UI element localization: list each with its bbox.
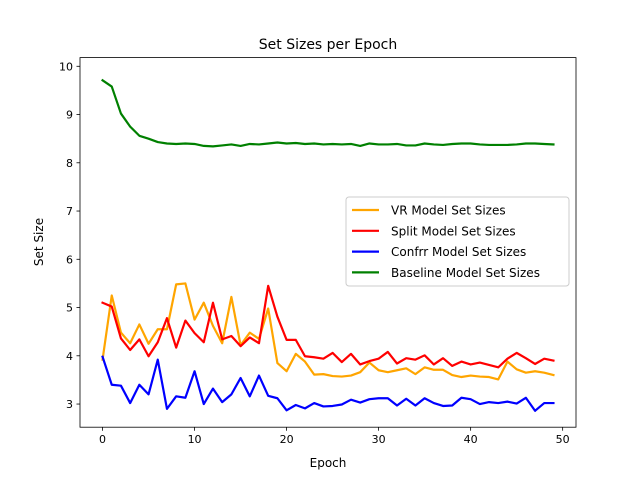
y-tick-label: 4 bbox=[66, 350, 73, 363]
legend-box bbox=[345, 196, 570, 287]
series-line-1 bbox=[101, 282, 555, 381]
x-tick-label: 10 bbox=[188, 433, 202, 446]
legend-label: Confrr Model Set Sizes bbox=[391, 245, 526, 259]
chart-title: Set Sizes per Epoch bbox=[259, 37, 398, 53]
axes-frame bbox=[79, 57, 577, 428]
x-axis-label: Epoch bbox=[310, 456, 347, 470]
y-axis-ticks: 3 4 5 6 7 8 9 10 bbox=[59, 60, 80, 411]
y-tick-label: 8 bbox=[66, 157, 73, 170]
x-tick-label: 50 bbox=[556, 433, 570, 446]
legend-label: VR Model Set Sizes bbox=[391, 204, 506, 218]
x-tick-label: 40 bbox=[464, 433, 478, 446]
y-tick-label: 5 bbox=[66, 302, 73, 315]
y-tick-label: 10 bbox=[59, 60, 73, 73]
legend-label: Split Model Set Sizes bbox=[391, 224, 516, 238]
series-layer bbox=[101, 78, 555, 412]
legend: VR Model Set Sizes Split Model Set Sizes C… bbox=[345, 196, 570, 287]
y-tick-label: 6 bbox=[66, 253, 73, 266]
series-line-3 bbox=[101, 355, 555, 412]
x-tick-label: 0 bbox=[99, 433, 106, 446]
y-tick-label: 3 bbox=[66, 398, 73, 411]
y-tick-label: 9 bbox=[66, 109, 73, 122]
legend-label: Baseline Model Set Sizes bbox=[391, 266, 540, 280]
series-line-4 bbox=[101, 78, 555, 148]
y-axis-label: Set Size bbox=[32, 218, 46, 266]
x-axis-ticks: 0 10 20 30 40 50 bbox=[99, 427, 570, 446]
x-tick-label: 30 bbox=[372, 433, 386, 446]
x-tick-label: 20 bbox=[280, 433, 294, 446]
y-tick-label: 7 bbox=[66, 205, 73, 218]
series-line-2 bbox=[101, 284, 555, 369]
